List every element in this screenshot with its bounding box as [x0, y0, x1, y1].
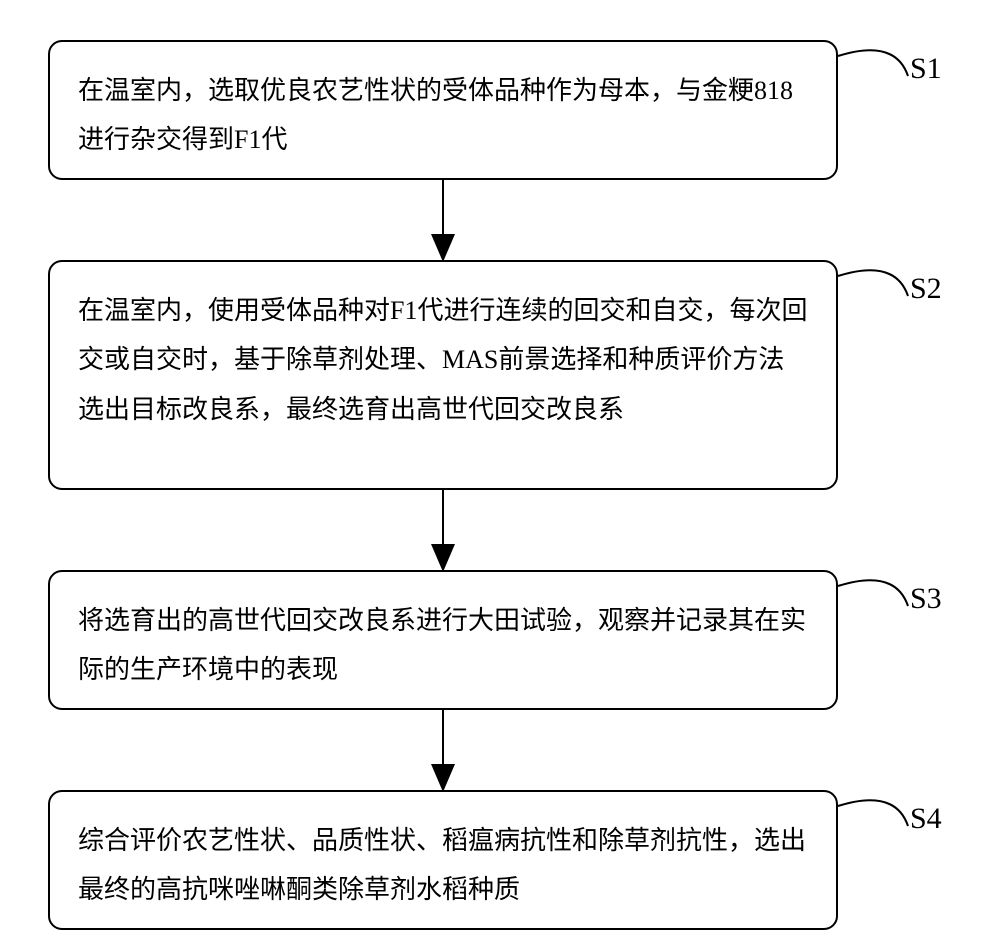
- callout-s2: [838, 270, 908, 296]
- flowchart-canvas: 在温室内，选取优良农艺性状的受体品种作为母本，与金粳818进行杂交得到F1代 S…: [0, 0, 1000, 950]
- callout-s3: [838, 580, 908, 606]
- callout-s1: [838, 50, 908, 76]
- step-label-s2: S2: [910, 272, 942, 306]
- flow-node-s3: 将选育出的高世代回交改良系进行大田试验，观察并记录其在实际的生产环境中的表现: [48, 570, 838, 710]
- callout-s4: [838, 800, 908, 826]
- step-label-s1: S1: [910, 52, 942, 86]
- step-label-s4: S4: [910, 802, 942, 836]
- step-label-s3: S3: [910, 582, 942, 616]
- flow-node-s1: 在温室内，选取优良农艺性状的受体品种作为母本，与金粳818进行杂交得到F1代: [48, 40, 838, 180]
- flow-node-s4: 综合评价农艺性状、品质性状、稻瘟病抗性和除草剂抗性，选出最终的高抗咪唑啉酮类除草…: [48, 790, 838, 930]
- flow-node-s2: 在温室内，使用受体品种对F1代进行连续的回交和自交，每次回交或自交时，基于除草剂…: [48, 260, 838, 490]
